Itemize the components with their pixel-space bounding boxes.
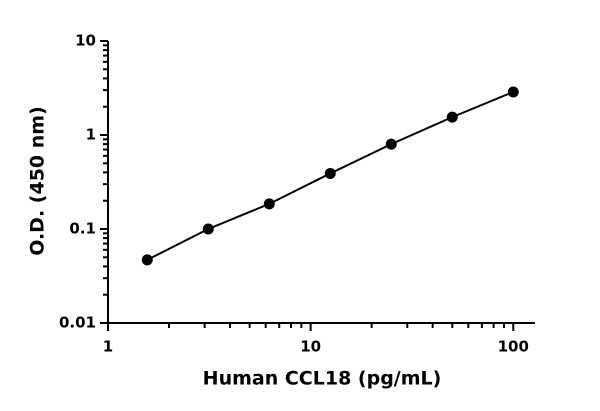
x-tick-label: 100 bbox=[498, 338, 529, 356]
data-point bbox=[507, 86, 519, 98]
data-point bbox=[385, 138, 397, 150]
x-axis-title: Human CCL18 (pg/mL) bbox=[203, 368, 442, 390]
y-axis-title: O.D. (450 nm) bbox=[27, 106, 49, 256]
data-point bbox=[141, 254, 153, 266]
data-point bbox=[202, 223, 214, 235]
data-point bbox=[446, 111, 458, 123]
x-tick-label: 10 bbox=[300, 338, 321, 356]
y-tick-label: 0.01 bbox=[59, 314, 96, 332]
y-tick-label: 1 bbox=[86, 126, 96, 144]
x-tick-label: 1 bbox=[103, 338, 113, 356]
y-tick-label: 0.1 bbox=[69, 220, 96, 238]
data-point bbox=[263, 198, 275, 210]
y-tick-label: 10 bbox=[75, 32, 96, 50]
data-point bbox=[324, 167, 336, 179]
